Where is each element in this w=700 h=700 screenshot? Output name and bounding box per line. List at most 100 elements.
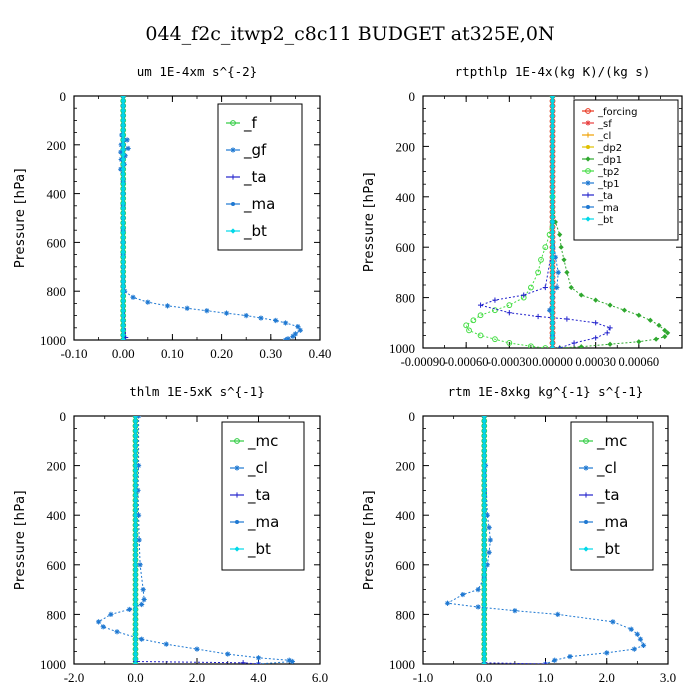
series-point-bt bbox=[481, 661, 487, 664]
page-title: 044_f2c_itwp2_c8c11 BUDGET at325E,0N bbox=[145, 23, 554, 45]
series-point-gf bbox=[118, 149, 124, 155]
series-point-dp1 bbox=[647, 317, 653, 323]
series-point-bt bbox=[549, 219, 556, 225]
legend-item-ma: _ma bbox=[247, 513, 279, 532]
legend-marker bbox=[585, 108, 591, 114]
series-point-bt bbox=[481, 492, 487, 498]
series-point-bt bbox=[549, 148, 556, 155]
series-point-dp1 bbox=[552, 219, 558, 225]
legend-marker bbox=[585, 168, 591, 174]
legend-item-ma: _ma bbox=[597, 203, 619, 214]
legend-item-bt: _bt bbox=[247, 540, 271, 559]
series-point-bt bbox=[481, 567, 487, 573]
series-point-cl bbox=[555, 611, 561, 617]
series-point-gf bbox=[292, 331, 298, 337]
legend: _mc _cl _ta _ma _bt bbox=[570, 421, 654, 571]
legend-marker bbox=[230, 228, 236, 234]
series-point-dp1 bbox=[593, 297, 599, 303]
series-point-bt bbox=[549, 118, 556, 124]
series-point-tp2 bbox=[506, 340, 513, 346]
series-point-bt bbox=[120, 322, 126, 328]
legend-marker bbox=[234, 438, 240, 444]
legend-item-mc: _mc bbox=[247, 432, 278, 451]
series-point-bt bbox=[132, 582, 139, 588]
series-point-bt bbox=[120, 195, 126, 202]
series-point-bt bbox=[132, 587, 139, 593]
legend-marker bbox=[585, 132, 591, 138]
chart-title: rtpthlp 1E-4x(kg K)/(kg s) bbox=[455, 64, 651, 79]
series-point-ta bbox=[506, 310, 512, 316]
series-point-bt bbox=[481, 631, 487, 637]
series-point-bt bbox=[481, 423, 487, 429]
series-point-bt bbox=[481, 616, 487, 622]
legend-marker bbox=[234, 546, 240, 552]
series-point-tp2 bbox=[542, 345, 549, 348]
series-point-bt bbox=[120, 337, 126, 340]
legend-item-forcing: _forcing bbox=[597, 107, 638, 118]
x-tick-label: -0.00060 bbox=[444, 355, 489, 369]
y-axis-label: Pressure [hPa] bbox=[13, 168, 28, 268]
series-point-bt bbox=[120, 303, 126, 309]
x-tick-label: 2.0 bbox=[599, 670, 615, 685]
legend-marker bbox=[584, 520, 588, 524]
series-point-cl bbox=[484, 562, 490, 568]
series-point-bt bbox=[132, 463, 139, 469]
series-point-bt bbox=[120, 161, 126, 167]
series-point-cl bbox=[640, 642, 647, 648]
series-point-bt bbox=[132, 651, 139, 657]
series-point-ta bbox=[255, 661, 262, 664]
series-point-bt bbox=[481, 467, 487, 474]
series-point-bt bbox=[132, 522, 139, 528]
y-tick-label: 200 bbox=[396, 459, 416, 474]
series-point-dp1 bbox=[665, 330, 671, 336]
series-point-bt bbox=[120, 98, 126, 104]
series-point-bt bbox=[120, 220, 126, 226]
series-point-bt bbox=[120, 298, 126, 304]
series-point-tp2 bbox=[492, 307, 498, 314]
series-point-bt bbox=[481, 527, 487, 533]
y-tick-label: 600 bbox=[47, 235, 67, 250]
series-point-gf bbox=[125, 145, 131, 152]
series-point-bt bbox=[481, 636, 487, 642]
series-point-dp1 bbox=[557, 232, 563, 238]
series-point-bt bbox=[549, 274, 556, 281]
legend-item-mc: _mc bbox=[596, 432, 627, 451]
series-point-bt bbox=[132, 596, 139, 603]
y-axis-label: Pressure [hPa] bbox=[362, 172, 377, 272]
series-point-gf bbox=[273, 317, 279, 324]
series-point-bt bbox=[132, 606, 139, 613]
y-tick-label: 600 bbox=[396, 240, 416, 255]
series-point-bt bbox=[549, 96, 556, 99]
series-point-bt bbox=[481, 532, 487, 538]
series-point-bt bbox=[481, 582, 487, 588]
series-point-bt bbox=[481, 438, 487, 444]
series-point-bt bbox=[549, 133, 556, 139]
series-point-bt bbox=[120, 191, 126, 197]
legend-item-tp1: _tp1 bbox=[597, 179, 620, 190]
series-point-bt bbox=[549, 335, 556, 341]
series-point-bt bbox=[481, 477, 487, 484]
legend-marker bbox=[583, 492, 589, 498]
series-point-cl bbox=[139, 601, 145, 608]
series-point-bt bbox=[549, 315, 556, 321]
series-point-bt bbox=[132, 646, 139, 652]
series-point-gf bbox=[124, 137, 130, 143]
series-point-bt bbox=[120, 112, 126, 119]
series-point-bt bbox=[120, 254, 126, 260]
series-point-bt bbox=[481, 626, 487, 632]
series-point-bt bbox=[120, 259, 126, 265]
series-point-bt bbox=[120, 215, 126, 221]
legend-marker bbox=[231, 202, 235, 206]
series-point-bt bbox=[481, 507, 487, 513]
series-point-tp2 bbox=[542, 244, 549, 251]
series-point-tp2 bbox=[477, 332, 484, 339]
series-point-bt bbox=[132, 492, 139, 498]
legend-marker bbox=[586, 205, 590, 209]
series-point-bt bbox=[549, 224, 556, 230]
series-point-bt bbox=[132, 433, 139, 439]
series-point-bt bbox=[120, 181, 126, 187]
series-point-gf bbox=[204, 308, 210, 314]
series-point-bt bbox=[120, 269, 126, 275]
series-point-bt bbox=[132, 542, 139, 548]
series-point-ta bbox=[521, 292, 527, 298]
